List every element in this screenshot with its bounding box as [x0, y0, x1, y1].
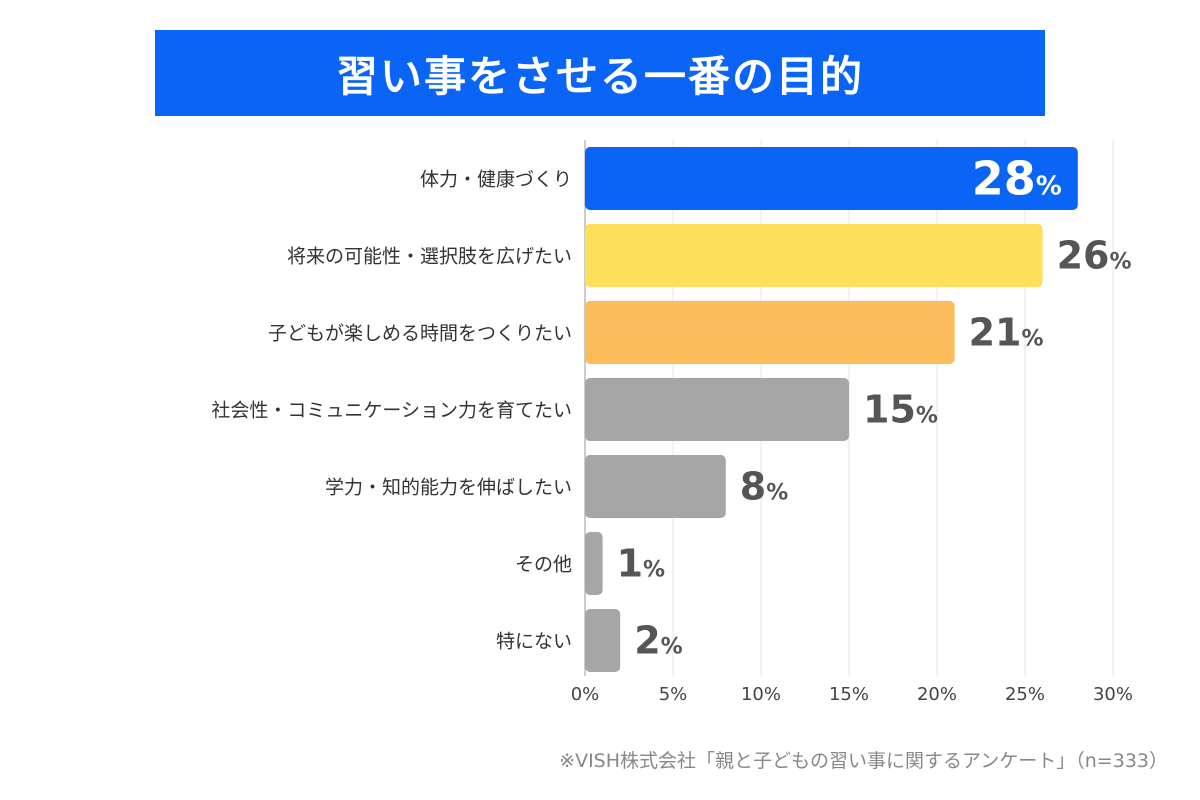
- bar: [585, 378, 849, 441]
- value-label: 28%: [972, 152, 1062, 206]
- value-label: 26%: [1057, 234, 1132, 278]
- x-tick-label: 5%: [659, 684, 688, 705]
- source-note: ※VISH株式会社「親と子どもの習い事に関するアンケート」（n=333）: [559, 750, 1168, 772]
- x-tick-label: 20%: [917, 684, 957, 705]
- title-banner: 習い事をさせる一番の目的: [155, 30, 1045, 116]
- value-label: 2%: [634, 619, 683, 663]
- category-label: 社会性・コミュニケーション力を育てたい: [211, 400, 572, 422]
- category-label: 学力・知的能力を伸ばしたい: [325, 477, 572, 499]
- bar: [585, 532, 603, 595]
- bar: [585, 609, 621, 672]
- bar: [585, 147, 1078, 210]
- bar: [585, 301, 955, 364]
- x-tick-label: 10%: [741, 684, 781, 705]
- value-label: 21%: [969, 311, 1044, 355]
- x-tick-label: 0%: [571, 684, 600, 705]
- category-label: 体力・健康づくり: [420, 169, 572, 191]
- value-label: 8%: [740, 465, 789, 509]
- category-label: 子どもが楽しめる時間をつくりたい: [268, 323, 572, 345]
- category-label: 将来の可能性・選択肢を広げたい: [287, 246, 572, 268]
- x-tick-label: 25%: [1005, 684, 1045, 705]
- chart-title: 習い事をさせる一番の目的: [335, 51, 864, 101]
- category-label: その他: [515, 554, 572, 576]
- value-label: 1%: [617, 542, 666, 586]
- category-label: 特にない: [496, 631, 572, 653]
- value-label: 15%: [863, 388, 938, 432]
- bar: [585, 455, 726, 518]
- x-tick-label: 15%: [829, 684, 869, 705]
- bar: [585, 224, 1043, 287]
- x-tick-label: 30%: [1093, 684, 1133, 705]
